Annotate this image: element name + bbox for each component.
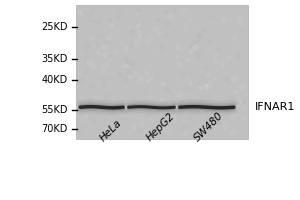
Bar: [76, 5, 248, 139]
Text: SW480: SW480: [192, 110, 225, 143]
Text: HepG2: HepG2: [145, 111, 177, 143]
Text: IFNAR1: IFNAR1: [254, 102, 295, 112]
Text: 55KD: 55KD: [41, 105, 68, 115]
Text: 70KD: 70KD: [41, 124, 68, 134]
Text: HeLa: HeLa: [98, 118, 124, 143]
Text: 35KD: 35KD: [41, 54, 68, 64]
Text: 40KD: 40KD: [41, 75, 68, 85]
Text: 25KD: 25KD: [41, 22, 68, 32]
